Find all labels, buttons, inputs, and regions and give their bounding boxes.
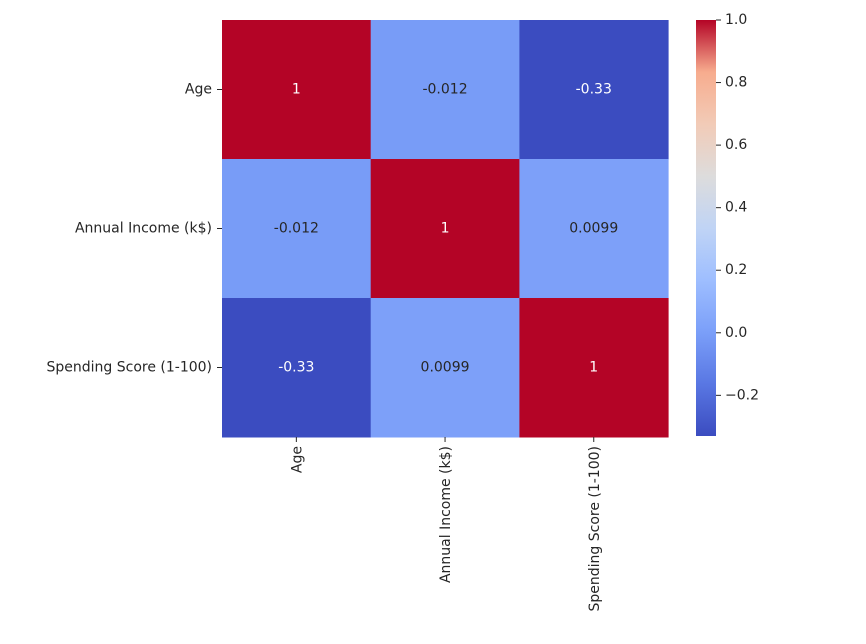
y-tick-label: Spending Score (1-100): [46, 360, 212, 376]
cell-annotation: 1: [589, 360, 598, 376]
x-axis: Age Annual Income (k$) Spending Score (1-1…: [289, 437, 603, 612]
colorbar-gradient: [696, 20, 716, 436]
cell-annotation: 1: [292, 82, 301, 98]
colorbar-tick-label: 0.0: [725, 325, 747, 341]
colorbar-tick-label: 0.4: [725, 200, 747, 216]
y-tick-label: Annual Income (k$): [75, 221, 212, 237]
heatmap-cell: [222, 298, 372, 438]
heatmap-cell: [222, 159, 372, 299]
heatmap-cell: [370, 159, 520, 299]
y-axis: Age Annual Income (k$) Spending Score (1-1…: [46, 82, 222, 376]
x-tick-label: Spending Score (1-100): [587, 446, 603, 612]
x-tick-label: Annual Income (k$): [438, 446, 454, 583]
heatmap-cell: [519, 20, 669, 160]
colorbar-tick-label: 0.8: [725, 75, 747, 91]
cell-annotation: 0.0099: [569, 221, 618, 237]
cell-annotation: -0.33: [278, 360, 314, 376]
heatmap-cell: [222, 20, 372, 160]
colorbar-tick-label: −0.2: [725, 387, 759, 403]
heatmap-cell: [370, 298, 520, 438]
cell-annotation: 1: [441, 221, 450, 237]
heatmap-cells: [222, 20, 669, 438]
colorbar-tick-label: 0.2: [725, 262, 747, 278]
cell-annotation: 0.0099: [421, 360, 470, 376]
heatmap-cell: [519, 159, 669, 299]
heatmap-annotations: 1 -0.012 -0.33 -0.012 1 0.0099 -0.33 0.0099 1: [274, 82, 618, 376]
colorbar-tick-label: 1.0: [725, 12, 747, 28]
x-tick-label: Age: [289, 446, 305, 473]
heatmap-cell: [519, 298, 669, 438]
cell-annotation: -0.012: [422, 82, 467, 98]
cell-annotation: -0.33: [576, 82, 612, 98]
heatmap-cell: [370, 20, 520, 160]
colorbar-tick-label: 0.6: [725, 137, 747, 153]
cell-annotation: -0.012: [274, 221, 319, 237]
y-tick-label: Age: [185, 82, 212, 98]
colorbar: 1.0 0.8 0.6 0.4 0.2 0.0 −0.2: [696, 12, 759, 436]
